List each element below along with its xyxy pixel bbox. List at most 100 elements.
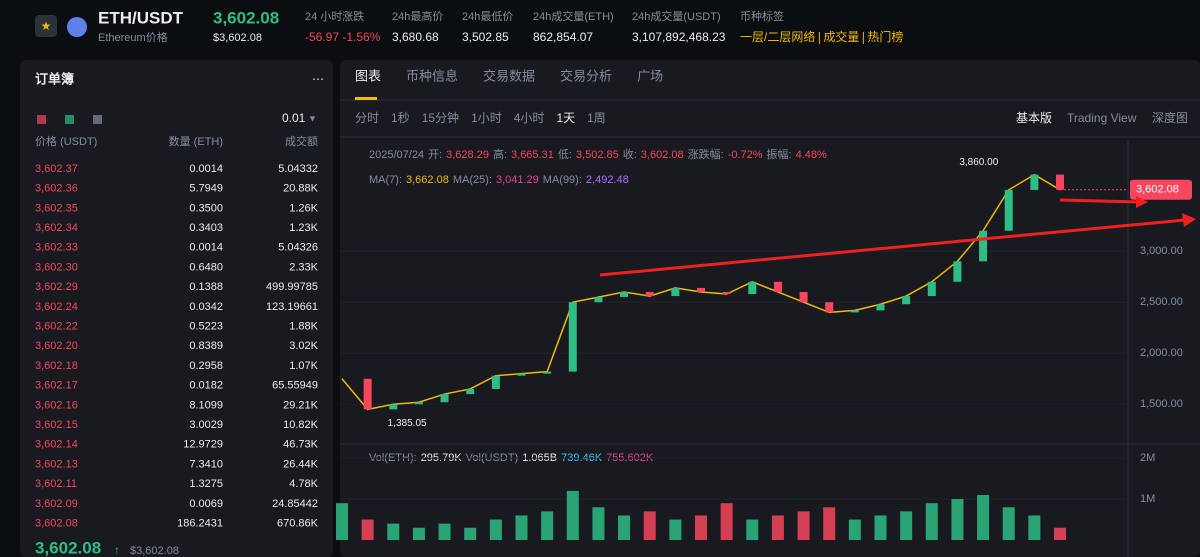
ohlc-info: 涨跌幅: — [688, 147, 724, 161]
order-price[interactable]: 3,602.34 — [35, 222, 78, 234]
tag[interactable]: 成交量 — [823, 29, 859, 44]
order-price[interactable]: 3,602.30 — [35, 261, 78, 273]
eth-icon — [67, 17, 87, 37]
up-arrow: ↑ — [114, 543, 120, 557]
more-button[interactable]: ⋯ — [312, 72, 324, 86]
order-cell: 0.0069 — [189, 498, 223, 510]
order-cell: 0.5223 — [189, 321, 223, 333]
volume-bar — [412, 527, 425, 540]
favorite-button[interactable] — [35, 15, 57, 37]
order-price[interactable]: 3,602.13 — [35, 458, 78, 470]
order-cell: 2.33K — [289, 261, 318, 273]
order-price[interactable]: 3,602.11 — [35, 478, 77, 490]
view-icon[interactable] — [93, 115, 102, 124]
stat-value: 3,680.68 — [392, 30, 439, 44]
interval[interactable]: 分时 — [355, 111, 379, 125]
order-cell: 1.07K — [289, 360, 318, 372]
order-price[interactable]: 3,602.14 — [35, 439, 78, 451]
candle — [1030, 174, 1039, 190]
volume-bar — [695, 515, 707, 540]
order-cell: 1.88K — [289, 321, 318, 333]
candle — [697, 287, 705, 292]
price-tick: 3,000.00 — [1140, 245, 1183, 257]
orderbook-title: 订单簿 — [35, 71, 74, 86]
order-cell: 670.86K — [277, 518, 319, 530]
tab[interactable]: 币种信息 — [406, 68, 458, 83]
candle — [876, 304, 885, 311]
interval[interactable]: 1小时 — [471, 111, 502, 125]
stat-label: 24h成交量(USDT) — [632, 9, 721, 23]
order-cell: 0.6480 — [189, 261, 223, 273]
interval[interactable]: 4小时 — [514, 111, 545, 125]
interval[interactable]: 15分钟 — [422, 110, 459, 125]
volume-tick: 1M — [1140, 493, 1155, 505]
price: 3,602.08 — [213, 8, 279, 27]
interval[interactable]: 1天 — [556, 111, 575, 125]
order-cell: 29.21K — [283, 399, 319, 411]
order-cell: 3.0029 — [189, 419, 223, 431]
order-price[interactable]: 3,602.16 — [35, 399, 78, 411]
candle — [363, 378, 372, 410]
high-label: 3,860.00 — [959, 157, 998, 168]
order-price[interactable]: 3,602.37 — [35, 163, 78, 175]
ohlc-info: 2025/07/24 — [369, 149, 424, 161]
tab-indicator — [355, 97, 377, 100]
subtitle[interactable]: Ethereum价格 — [98, 30, 168, 44]
view[interactable]: Trading View — [1067, 111, 1137, 125]
order-price[interactable]: 3,602.24 — [35, 301, 78, 313]
tag[interactable]: 一层/二层网络 — [740, 29, 815, 44]
order-price[interactable]: 3,602.15 — [35, 419, 78, 431]
red-arrow — [1059, 198, 1141, 204]
tags-label: 币种标签 — [740, 9, 784, 23]
ma-info: 2,492.48 — [586, 174, 629, 186]
order-price[interactable]: 3,602.20 — [35, 340, 78, 352]
interval[interactable]: 1秒 — [391, 111, 410, 125]
order-price[interactable]: 3,602.22 — [35, 321, 78, 333]
arrowhead — [1136, 196, 1148, 208]
volume-bar — [361, 519, 374, 540]
volume-bar — [925, 503, 938, 540]
view[interactable]: 深度图 — [1152, 110, 1188, 125]
order-cell: 5.7949 — [189, 183, 223, 195]
tag[interactable]: 热门榜 — [867, 29, 903, 44]
tab[interactable]: 交易数据 — [483, 68, 535, 83]
order-cell: 5.04326 — [278, 242, 318, 254]
order-price[interactable]: 3,602.35 — [35, 202, 78, 214]
ma-info: MA(7): — [369, 174, 402, 186]
ohlc-info: 振幅: — [767, 147, 792, 161]
order-cell: 1.26K — [289, 202, 318, 214]
order-cell: 0.0014 — [189, 163, 223, 175]
candle — [1004, 189, 1013, 231]
candle — [979, 230, 988, 262]
order-price[interactable]: 3,602.08 — [35, 518, 78, 530]
order-price[interactable]: 3,602.33 — [35, 242, 78, 254]
candle — [825, 302, 834, 313]
view-icon[interactable] — [65, 115, 74, 124]
order-price[interactable]: 3,602.09 — [35, 498, 78, 510]
order-cell: 0.2958 — [189, 360, 223, 372]
view[interactable]: 基本版 — [1016, 111, 1052, 125]
interval[interactable]: 1周 — [587, 111, 606, 125]
order-price[interactable]: 3,602.17 — [35, 380, 78, 392]
candle — [389, 404, 398, 410]
order-price[interactable]: 3,602.18 — [35, 360, 78, 372]
tab[interactable]: 交易分析 — [560, 68, 612, 83]
candle — [543, 371, 552, 374]
precision[interactable]: 0.01 — [282, 111, 306, 125]
candle — [850, 310, 859, 313]
order-cell: 7.3410 — [189, 458, 223, 470]
star-icon: ★ — [41, 19, 52, 33]
ohlc-info: 3,665.31 — [511, 149, 554, 161]
order-price[interactable]: 3,602.36 — [35, 183, 78, 195]
candle — [466, 388, 475, 395]
order-cell: 1.23K — [289, 222, 318, 234]
order-cell: 46.73K — [283, 439, 319, 451]
order-price[interactable]: 3,602.29 — [35, 281, 78, 293]
volume-bar — [489, 519, 502, 540]
tab[interactable]: 图表 — [355, 68, 381, 83]
view-icon[interactable] — [37, 115, 46, 124]
stat-label: 24h最低价 — [462, 10, 513, 23]
tab[interactable]: 广场 — [637, 68, 663, 83]
candle — [491, 375, 500, 389]
